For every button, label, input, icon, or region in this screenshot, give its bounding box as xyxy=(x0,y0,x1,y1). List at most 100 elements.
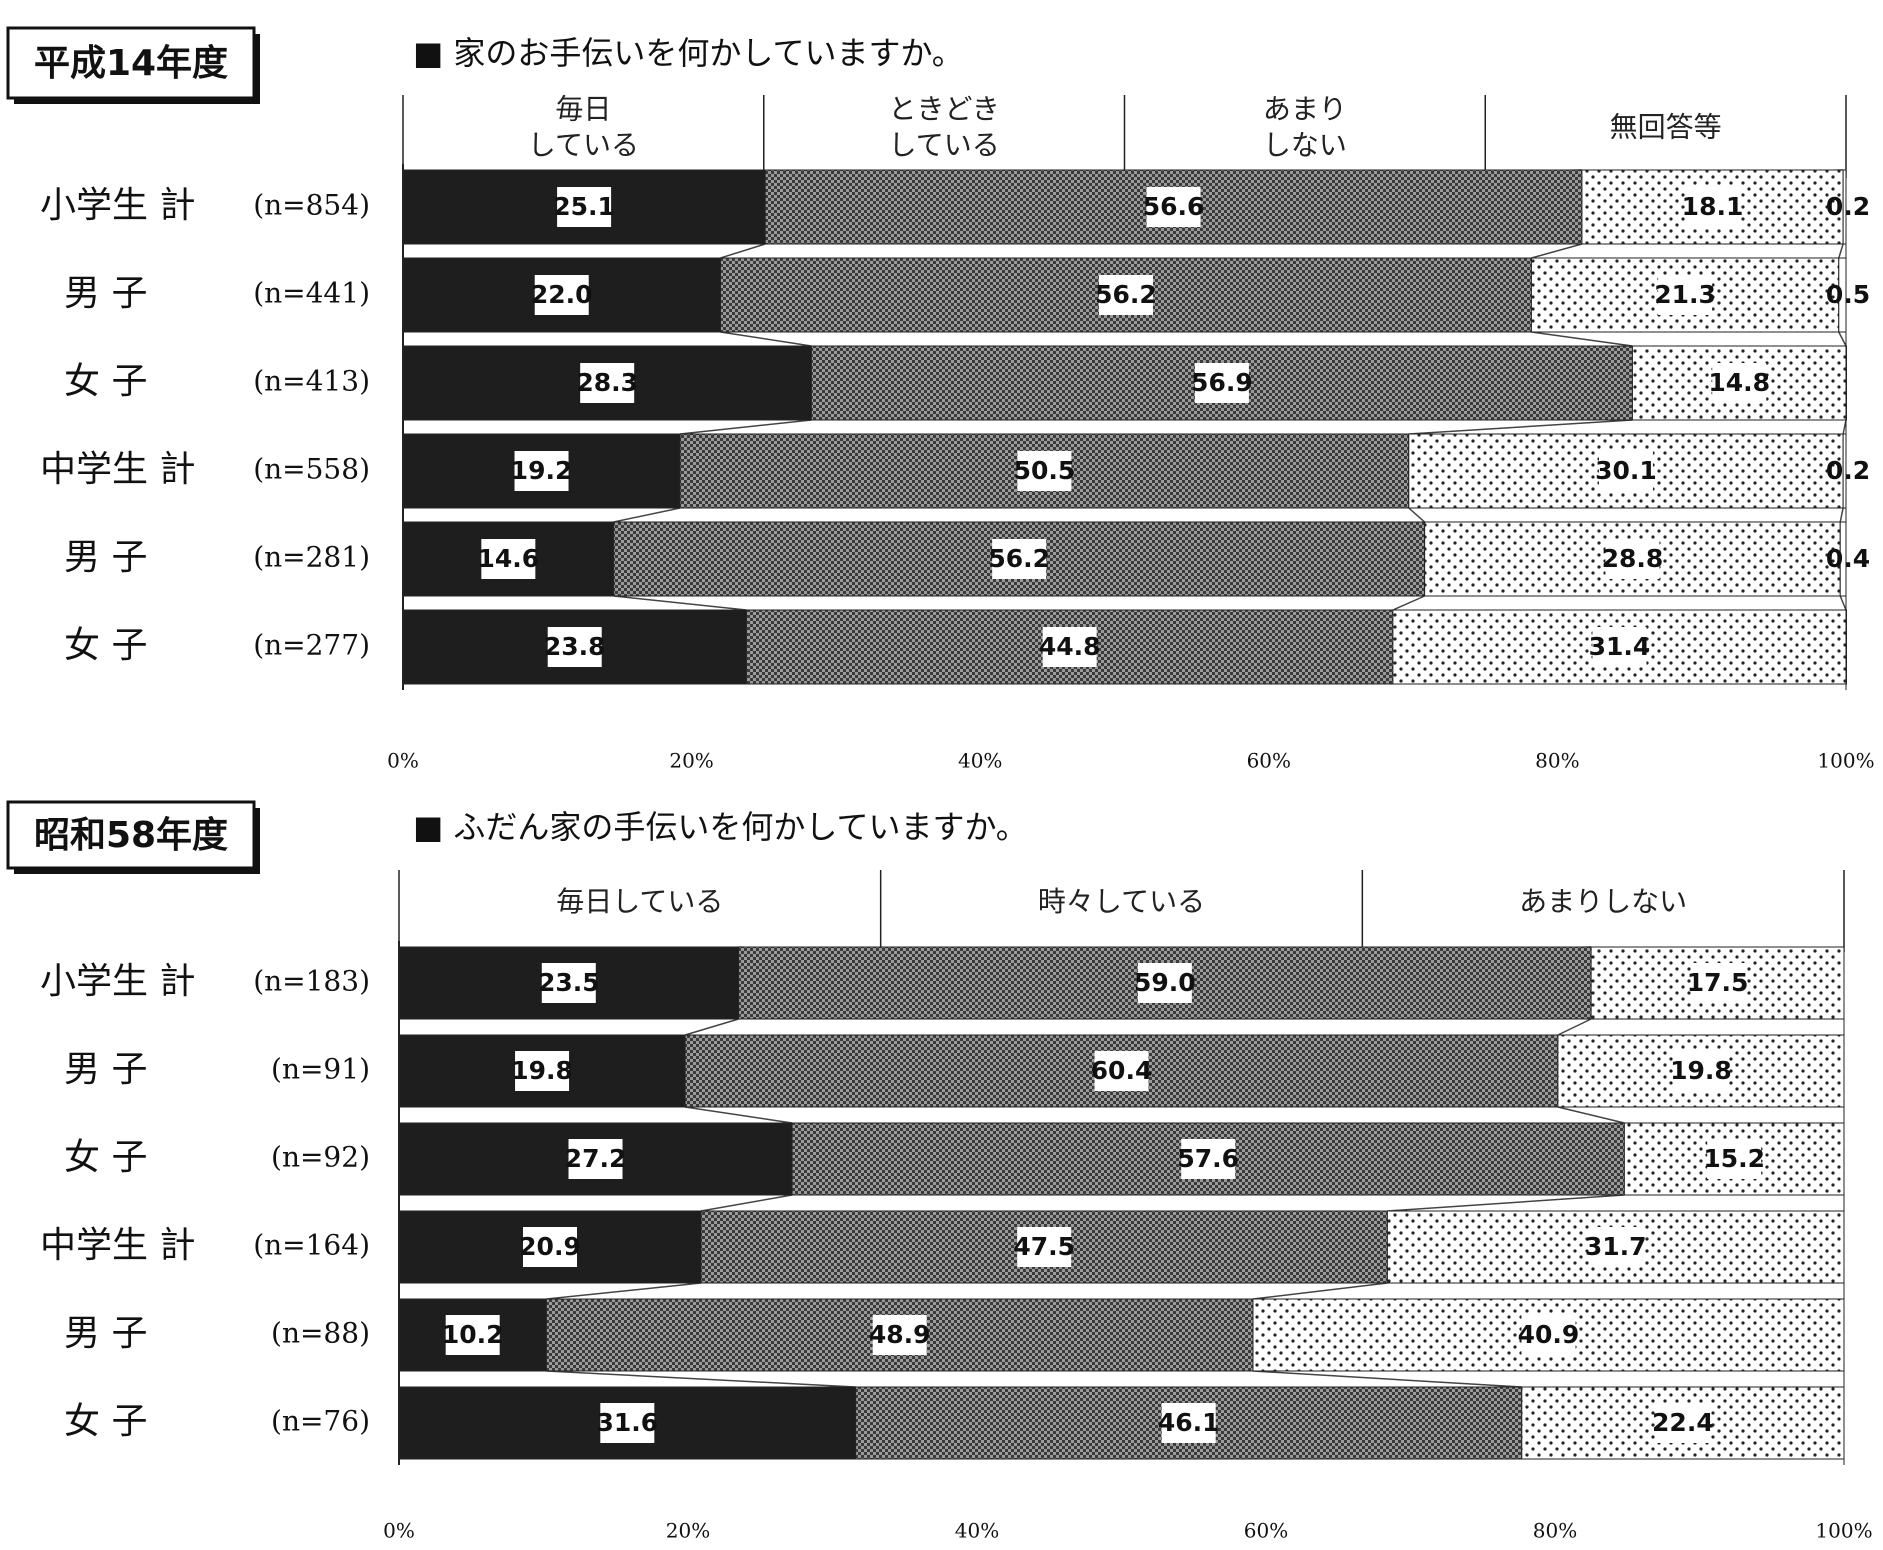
connector-line xyxy=(1252,1282,1388,1300)
connector-line xyxy=(1557,1018,1592,1036)
value-label: 0.2 xyxy=(1826,192,1870,221)
category-label: 中学生 計 xyxy=(40,1225,195,1266)
value-label-bg xyxy=(1707,1139,1762,1179)
connector-line xyxy=(1838,331,1847,347)
value-label: 19.2 xyxy=(511,456,573,485)
value-label-bg xyxy=(1673,1051,1728,1091)
legend-bracket-line xyxy=(1123,95,1582,179)
legend-bracket-line xyxy=(738,870,882,953)
value-label: 40.9 xyxy=(1518,1320,1580,1349)
value-label: 59.0 xyxy=(1134,968,1196,997)
value-label: 19.8 xyxy=(511,1056,573,1085)
value-label: 56.9 xyxy=(1191,368,1253,397)
n-label: (n=183) xyxy=(253,965,370,998)
value-label-bg xyxy=(547,627,602,667)
connector-line xyxy=(1392,595,1425,611)
connector-line xyxy=(1557,1106,1625,1124)
category-label: 女 子 xyxy=(64,625,147,666)
connector-line xyxy=(613,595,747,611)
connector-line xyxy=(546,1282,702,1300)
legend-label: 毎日 xyxy=(555,93,611,126)
value-label-bg xyxy=(557,187,612,227)
value-label-bg xyxy=(872,1315,927,1355)
value-label: 20.9 xyxy=(519,1232,581,1261)
value-label: 14.6 xyxy=(477,544,539,573)
n-label: (n=441) xyxy=(253,277,370,310)
value-label-bg xyxy=(1655,1403,1710,1443)
value-label-bg xyxy=(445,1315,500,1355)
year-box xyxy=(6,26,256,100)
connector-line xyxy=(613,507,681,523)
value-label: 23.5 xyxy=(538,968,600,997)
legend-label: あまりしない xyxy=(1519,885,1687,918)
connector-line xyxy=(1531,243,1583,259)
value-label-bg xyxy=(1137,963,1192,1003)
value-label: 57.6 xyxy=(1177,1144,1239,1173)
value-label-bg xyxy=(1161,1403,1216,1443)
x-tick-label: 100% xyxy=(1817,749,1874,773)
year-box xyxy=(6,800,256,870)
value-label-bg xyxy=(1181,1139,1236,1179)
bar-segment xyxy=(1631,345,1847,421)
connector-line xyxy=(1839,507,1844,523)
n-label: (n=92) xyxy=(271,1141,370,1174)
category-label: 男 子 xyxy=(64,537,147,578)
value-label: 28.3 xyxy=(576,368,638,397)
value-label-bg xyxy=(568,1139,623,1179)
value-label: 56.6 xyxy=(1143,192,1205,221)
value-label: 0.5 xyxy=(1826,280,1870,309)
value-label: 23.8 xyxy=(544,632,606,661)
connector-line xyxy=(720,243,766,259)
n-label: (n=164) xyxy=(253,1229,370,1262)
value-label: 31.4 xyxy=(1589,632,1651,661)
value-label-bg xyxy=(1658,275,1713,315)
value-label-bg xyxy=(1588,1227,1643,1267)
x-tick-label: 80% xyxy=(1535,749,1579,773)
legend-label: ときどき xyxy=(889,93,1000,126)
value-label: 46.1 xyxy=(1158,1408,1220,1437)
connector-line xyxy=(1408,507,1426,523)
value-label-bg xyxy=(481,539,536,579)
n-label: (n=91) xyxy=(271,1053,370,1086)
connector-line xyxy=(1408,419,1633,435)
value-label: 17.5 xyxy=(1687,968,1749,997)
x-tick-label: 40% xyxy=(958,749,1002,773)
value-label: 50.5 xyxy=(1014,456,1076,485)
value-label: 18.1 xyxy=(1682,192,1744,221)
category-label: 男 子 xyxy=(64,273,147,314)
value-label-bg xyxy=(1712,363,1767,403)
category-label: 女 子 xyxy=(64,1401,147,1442)
connector-line xyxy=(1838,243,1844,259)
question-title: ■ 家のお手伝いを何かしていますか。 xyxy=(413,34,964,72)
x-tick-label: 60% xyxy=(1247,749,1291,773)
legend-label: 毎日している xyxy=(556,885,723,918)
value-label: 60.4 xyxy=(1091,1056,1153,1085)
value-label-bg xyxy=(1598,451,1653,491)
value-label-bg xyxy=(600,1403,655,1443)
category-label: 中学生 計 xyxy=(40,449,195,490)
n-label: (n=854) xyxy=(253,189,370,222)
value-label: 30.1 xyxy=(1595,456,1657,485)
question-title: ■ ふだん家の手伝いを何かしていますか。 xyxy=(413,808,1028,846)
n-label: (n=76) xyxy=(271,1405,370,1438)
legend-label: 無回答等 xyxy=(1610,111,1722,144)
connector-line xyxy=(684,1018,739,1036)
connector-line xyxy=(700,1194,793,1212)
value-label: 56.2 xyxy=(988,544,1050,573)
year-label: 平成14年度 xyxy=(34,43,228,84)
category-label: 男 子 xyxy=(64,1049,147,1090)
value-label: 19.8 xyxy=(1670,1056,1732,1085)
value-label: 22.0 xyxy=(531,280,593,309)
value-label-bg xyxy=(523,1227,578,1267)
value-label: 22.4 xyxy=(1652,1408,1714,1437)
category-label: 小学生 計 xyxy=(40,185,195,226)
legend-bracket-line xyxy=(763,95,766,179)
n-label: (n=413) xyxy=(253,365,370,398)
category-label: 女 子 xyxy=(64,361,147,402)
value-label: 56.2 xyxy=(1095,280,1157,309)
legend-label: 時々している xyxy=(1038,885,1205,918)
value-label-bg xyxy=(580,363,635,403)
connector-line xyxy=(1387,1194,1625,1212)
